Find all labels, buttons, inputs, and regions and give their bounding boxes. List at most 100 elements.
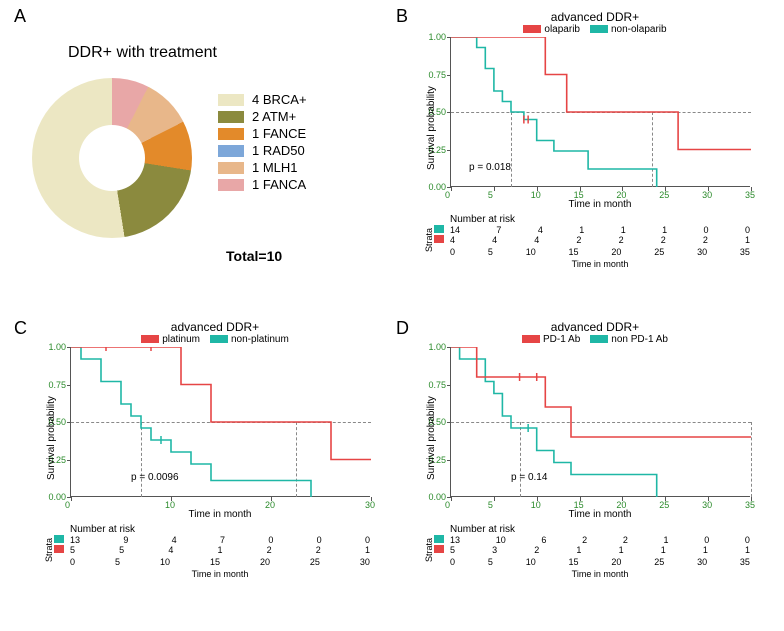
risk-cell: 4 [538, 225, 543, 235]
km-x-tick: 10 [531, 500, 541, 510]
km-pvalue: p = 0.14 [511, 472, 547, 483]
risk-cell: 5 [119, 545, 124, 555]
risk-x-tick: 15 [569, 247, 579, 257]
km-panel-d: advanced DDR+PD-1 Abnon PD-1 Ab0.000.250… [420, 320, 770, 579]
risk-row-2: 53211111 [434, 545, 750, 555]
risk-cell: 1 [664, 535, 669, 545]
km-x-tick: 20 [616, 500, 626, 510]
strata-label: Strata [44, 538, 54, 562]
km-x-tick: 30 [702, 190, 712, 200]
risk-x-tick: 5 [488, 247, 493, 257]
risk-x-tick: 10 [160, 557, 170, 567]
risk-cell: 3 [492, 545, 497, 555]
km-y-tick: 0.00 [48, 492, 66, 502]
risk-cell: 5 [450, 545, 455, 555]
risk-cell: 1 [619, 545, 624, 555]
risk-row-1: 147411100 [434, 225, 750, 235]
km-x-tick: 0 [445, 500, 450, 510]
legend-swatch [218, 179, 244, 191]
legend-swatch [218, 94, 244, 106]
legend-label: 1 RAD50 [252, 143, 305, 158]
risk-x-label: Time in month [450, 569, 750, 579]
km-legend: PD-1 Abnon PD-1 Ab [420, 334, 770, 345]
km-x-tick: 35 [745, 190, 755, 200]
km-y-tick: 1.00 [48, 342, 66, 352]
donut-chart [32, 78, 192, 238]
risk-x-tick: 25 [654, 247, 664, 257]
risk-title: Number at risk [450, 214, 770, 225]
risk-x-tick: 30 [697, 557, 707, 567]
donut-legend-item: 1 RAD50 [218, 143, 307, 158]
risk-cell: 0 [704, 535, 709, 545]
risk-cell: 9 [123, 535, 128, 545]
km-x-tick: 30 [365, 500, 375, 510]
risk-table: Number at riskStrata13106221005321111105… [420, 524, 770, 579]
risk-cell: 4 [534, 235, 539, 245]
risk-cell: 1 [661, 545, 666, 555]
km-curve-1 [451, 37, 751, 150]
risk-cell: 1 [217, 545, 222, 555]
legend-label: 4 BRCA+ [252, 92, 307, 107]
risk-cell: 5 [70, 545, 75, 555]
risk-cell: 7 [496, 225, 501, 235]
risk-cell: 0 [745, 225, 750, 235]
risk-row-1: 13947000 [54, 535, 370, 545]
risk-x-label: Time in month [450, 259, 750, 269]
risk-cell: 13 [70, 535, 80, 545]
donut-legend-item: 1 FANCA [218, 177, 307, 192]
donut-legend-item: 4 BRCA+ [218, 92, 307, 107]
km-legend-swatch [523, 25, 541, 33]
legend-swatch [218, 162, 244, 174]
risk-x-tick: 0 [450, 557, 455, 567]
km-x-tick: 25 [659, 190, 669, 200]
risk-cell: 6 [541, 535, 546, 545]
km-x-tick: 20 [265, 500, 275, 510]
risk-cell: 2 [623, 535, 628, 545]
risk-cell: 1 [621, 225, 626, 235]
donut-total: Total=10 [226, 248, 282, 264]
risk-cell: 2 [582, 535, 587, 545]
km-x-label: Time in month [450, 509, 750, 520]
km-x-tick: 5 [488, 190, 493, 200]
km-legend: olaparibnon-olaparib [420, 24, 770, 35]
km-legend-swatch [590, 25, 608, 33]
risk-x-tick: 0 [450, 247, 455, 257]
strata-swatch [54, 535, 64, 543]
km-curve-2 [451, 347, 657, 497]
risk-x-tick: 25 [310, 557, 320, 567]
risk-cell: 4 [450, 235, 455, 245]
risk-cell: 2 [267, 545, 272, 555]
km-legend-label: platinum [162, 334, 200, 345]
risk-cell: 7 [220, 535, 225, 545]
donut-title: DDR+ with treatment [68, 44, 217, 62]
km-legend-swatch [590, 335, 608, 343]
risk-title: Number at risk [450, 524, 770, 535]
risk-table: Number at riskStrata14741110044422221051… [420, 214, 770, 269]
legend-label: 1 FANCA [252, 177, 306, 192]
km-y-tick: 0.00 [428, 182, 446, 192]
km-y-tick: 0.75 [48, 380, 66, 390]
risk-cell: 0 [745, 535, 750, 545]
risk-cell: 0 [317, 535, 322, 545]
km-x-label: Time in month [450, 199, 750, 210]
risk-x-tick: 15 [210, 557, 220, 567]
risk-cell: 1 [745, 235, 750, 245]
risk-cell: 2 [576, 235, 581, 245]
risk-cell: 2 [316, 545, 321, 555]
legend-label: 2 ATM+ [252, 109, 296, 124]
legend-swatch [218, 145, 244, 157]
km-y-label: Survival probability [46, 396, 57, 480]
risk-x-tick: 35 [740, 247, 750, 257]
risk-cell: 0 [268, 535, 273, 545]
km-legend-swatch [522, 335, 540, 343]
km-pvalue: p = 0.018 [469, 162, 511, 173]
km-legend-swatch [210, 335, 228, 343]
risk-cell: 4 [492, 235, 497, 245]
km-legend-label: non PD-1 Ab [611, 334, 668, 345]
km-curve-1 [451, 347, 751, 437]
risk-cell: 1 [579, 225, 584, 235]
risk-cell: 4 [172, 535, 177, 545]
risk-cell: 14 [450, 225, 460, 235]
risk-title: Number at risk [70, 524, 390, 535]
km-legend-label: non-platinum [231, 334, 289, 345]
